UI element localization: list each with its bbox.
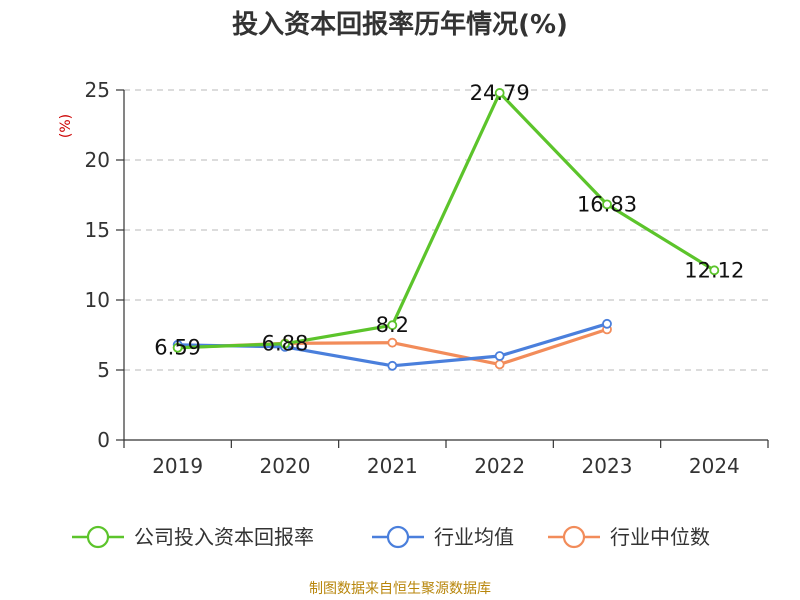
legend-marker-icon xyxy=(86,525,110,549)
series-0 xyxy=(172,88,720,353)
grid-lines xyxy=(124,89,768,371)
x-tick-label: 2019 xyxy=(152,454,203,478)
data-point xyxy=(494,351,505,361)
legend-item-2: 行业中位数 xyxy=(548,525,710,549)
data-point xyxy=(172,342,183,353)
x-tick-label: 2023 xyxy=(582,454,633,478)
legend-marker-icon xyxy=(562,525,586,549)
data-point xyxy=(387,360,398,371)
axes: 0 5 10 15 20 25 2019 2020 2021 2022 2023 2024 xyxy=(85,78,769,478)
data-point xyxy=(709,265,720,276)
legend-label: 行业均值 xyxy=(434,525,514,549)
data-label: 24.79 xyxy=(470,81,530,105)
y-tick-label: 20 xyxy=(85,148,110,172)
data-point xyxy=(280,338,290,349)
legend-item-0: 公司投入资本回报率 xyxy=(72,525,314,549)
legend-marker-icon xyxy=(386,525,410,549)
data-point xyxy=(494,88,505,98)
y-axis-unit: (%) xyxy=(58,114,74,138)
data-point xyxy=(387,320,398,331)
source-note: 制图数据来自恒生聚源数据库 xyxy=(309,581,491,597)
y-tick-label: 10 xyxy=(85,288,110,312)
legend-item-1: 行业均值 xyxy=(372,525,514,549)
x-tick-label: 2020 xyxy=(260,454,311,478)
x-tick-label: 2021 xyxy=(367,454,418,478)
series-line xyxy=(177,91,716,350)
x-tick-label: 2022 xyxy=(474,454,525,478)
data-label: 16.83 xyxy=(577,192,637,216)
data-point xyxy=(494,359,505,370)
y-tick-label: 5 xyxy=(97,358,110,382)
data-point xyxy=(602,318,612,329)
series-layer xyxy=(172,88,720,371)
y-tick-label: 25 xyxy=(85,78,110,102)
y-tick-label: 0 xyxy=(97,428,110,452)
legend: 公司投入资本回报率 行业均值 行业中位数 xyxy=(72,525,710,549)
y-tick-label: 15 xyxy=(85,218,110,242)
data-labels: 6.59 6.88 8.2 24.79 16.83 12.12 xyxy=(154,81,744,360)
data-label: 6.59 xyxy=(154,336,201,360)
chart-title: 投入资本回报率历年情况(%) xyxy=(232,9,568,40)
data-point xyxy=(602,199,612,210)
legend-label: 公司投入资本回报率 xyxy=(134,525,314,549)
data-point xyxy=(387,337,398,348)
data-label: 8.2 xyxy=(376,313,409,337)
data-label: 6.88 xyxy=(262,332,309,356)
x-tick-label: 2024 xyxy=(689,454,740,478)
data-label: 12.12 xyxy=(684,258,744,282)
legend-label: 行业中位数 xyxy=(610,525,710,549)
